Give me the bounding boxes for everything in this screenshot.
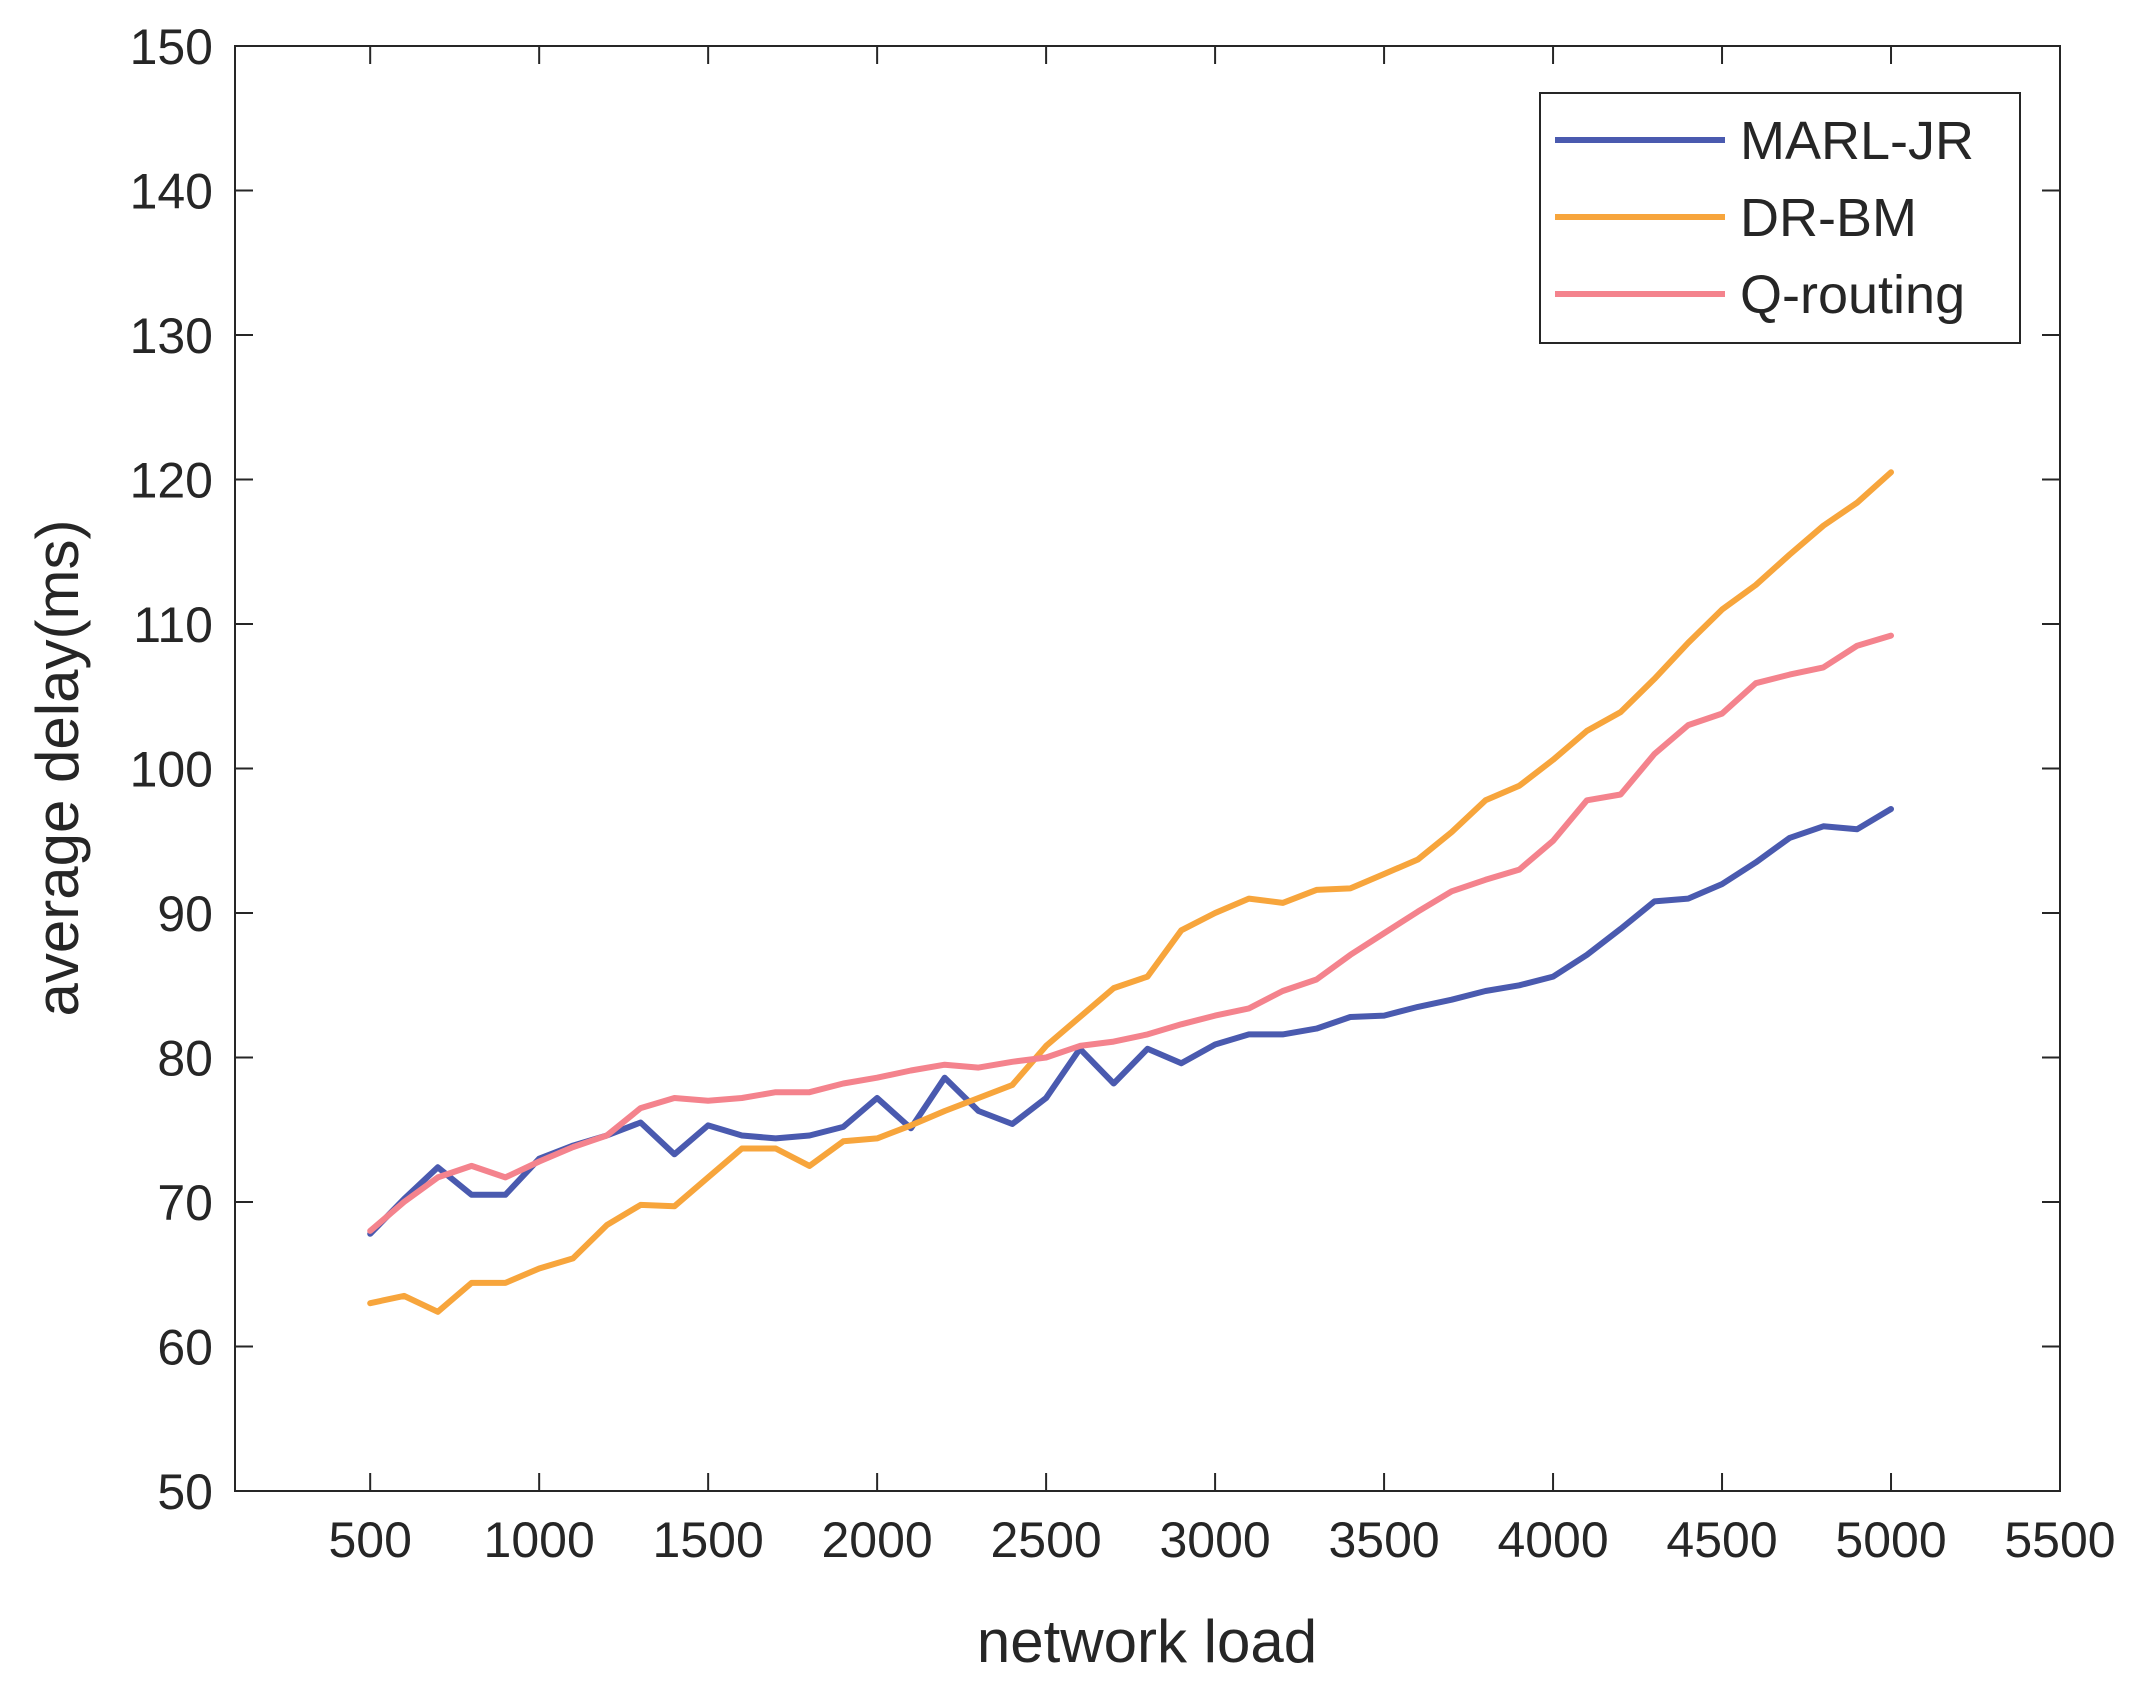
- y-tick-label-80: 80: [157, 1031, 213, 1087]
- series-lines: [367, 469, 1894, 1315]
- y-axis-label: average delay(ms): [24, 520, 91, 1017]
- y-tick-label-130: 130: [130, 308, 213, 364]
- x-tick-label-3000: 3000: [1159, 1512, 1270, 1568]
- legend: MARL-JR DR-BM Q-routing: [1539, 92, 2021, 344]
- y-axis-ticks: 50 60 70 80 90 100 110 120 130 140 150: [130, 19, 2060, 1520]
- series-line-dr-bm: [367, 469, 1894, 1315]
- plot-frame: [234, 45, 2061, 1492]
- x-tick-label-4500: 4500: [1666, 1512, 1777, 1568]
- y-tick-label-120: 120: [130, 453, 213, 509]
- series-line-q-routing: [367, 632, 1894, 1234]
- y-tick-label-100: 100: [130, 742, 213, 798]
- x-tick-label-2500: 2500: [990, 1512, 1101, 1568]
- x-tick-label-5000: 5000: [1835, 1512, 1946, 1568]
- x-tick-label-1500: 1500: [653, 1512, 764, 1568]
- y-tick-label-90: 90: [157, 886, 213, 942]
- x-tick-label-3500: 3500: [1328, 1512, 1439, 1568]
- y-tick-label-110: 110: [133, 597, 213, 653]
- y-tick-label-150: 150: [130, 19, 213, 75]
- legend-label-q-routing: Q-routing: [1740, 265, 1965, 325]
- y-tick-label-140: 140: [130, 164, 213, 220]
- y-tick-label-50: 50: [157, 1464, 213, 1520]
- legend-label-marl-jr: MARL-JR: [1740, 111, 1974, 171]
- x-axis-label: network load: [977, 1608, 1317, 1675]
- x-axis-ticks: 500 1000 1500 2000 2500 3000 3500 4000 4500 5000 5…: [328, 46, 2116, 1568]
- y-tick-label-60: 60: [157, 1320, 213, 1376]
- x-tick-label-500: 500: [328, 1512, 411, 1568]
- x-tick-label-1000: 1000: [484, 1512, 595, 1568]
- x-tick-label-2000: 2000: [822, 1512, 933, 1568]
- series-line-marl-jr: [367, 806, 1894, 1237]
- legend-label-dr-bm: DR-BM: [1740, 188, 1917, 248]
- x-tick-label-4000: 4000: [1497, 1512, 1608, 1568]
- y-tick-label-70: 70: [157, 1175, 213, 1231]
- x-tick-label-5500: 5500: [2004, 1512, 2115, 1568]
